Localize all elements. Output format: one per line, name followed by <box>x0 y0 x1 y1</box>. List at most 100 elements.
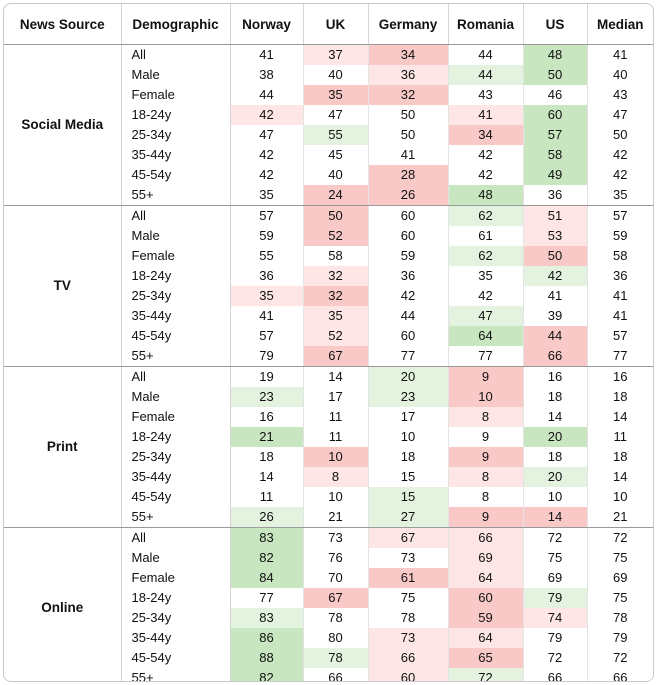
table-row: Online All 83 73 67 66 72 72 <box>4 527 653 681</box>
table-row: 45-54y 88 78 66 65 72 72 <box>4 648 653 668</box>
cell-us: 42 <box>523 266 588 286</box>
cell-germany: 60 <box>368 226 449 246</box>
cell-median: 47 <box>587 105 653 125</box>
cell-uk: 55 <box>303 125 369 145</box>
cell-germany: 20 <box>368 366 449 387</box>
cell-us: 60 <box>523 105 588 125</box>
cell-romania: 47 <box>448 306 524 326</box>
table-row: 35-44y 42 45 41 42 58 42 <box>4 145 653 165</box>
cell-uk: 67 <box>303 346 369 367</box>
cell-norway: 82 <box>230 668 304 681</box>
cell-romania: 62 <box>448 205 524 226</box>
demographic-label: Male <box>121 226 231 246</box>
demographic-label: 25-34y <box>121 125 231 145</box>
cell-norway: 21 <box>230 427 304 447</box>
demographic-label: 35-44y <box>121 628 231 648</box>
cell-us: 50 <box>523 65 588 85</box>
cell-median: 77 <box>587 346 653 367</box>
cell-germany: 26 <box>368 185 449 206</box>
demographic-label: 25-34y <box>121 286 231 306</box>
header-uk: UK <box>303 4 369 45</box>
cell-norway: 77 <box>230 588 304 608</box>
cell-germany: 36 <box>368 266 449 286</box>
cell-romania: 10 <box>448 387 524 407</box>
cell-us: 66 <box>523 668 588 681</box>
demographic-label: Female <box>121 568 231 588</box>
cell-germany: 75 <box>368 588 449 608</box>
demographic-label: All <box>121 527 231 548</box>
cell-romania: 44 <box>448 44 524 65</box>
cell-norway: 59 <box>230 226 304 246</box>
cell-uk: 40 <box>303 165 369 185</box>
cell-norway: 36 <box>230 266 304 286</box>
cell-median: 16 <box>587 366 653 387</box>
cell-romania: 69 <box>448 548 524 568</box>
cell-romania: 64 <box>448 628 524 648</box>
cell-romania: 44 <box>448 65 524 85</box>
cell-norway: 57 <box>230 326 304 346</box>
cell-median: 18 <box>587 387 653 407</box>
cell-us: 49 <box>523 165 588 185</box>
cell-romania: 34 <box>448 125 524 145</box>
table-row: 45-54y 11 10 15 8 10 10 <box>4 487 653 507</box>
cell-median: 41 <box>587 44 653 65</box>
demographic-label: 25-34y <box>121 608 231 628</box>
cell-uk: 8 <box>303 467 369 487</box>
cell-norway: 47 <box>230 125 304 145</box>
cell-median: 11 <box>587 427 653 447</box>
cell-norway: 57 <box>230 205 304 226</box>
table-row: 55+ 79 67 77 77 66 77 <box>4 346 653 367</box>
cell-us: 39 <box>523 306 588 326</box>
cell-germany: 60 <box>368 668 449 681</box>
demographic-label: Female <box>121 407 231 427</box>
cell-germany: 42 <box>368 286 449 306</box>
cell-norway: 83 <box>230 608 304 628</box>
cell-romania: 62 <box>448 246 524 266</box>
cell-romania: 41 <box>448 105 524 125</box>
cell-germany: 15 <box>368 487 449 507</box>
table-row: 25-34y 35 32 42 42 41 41 <box>4 286 653 306</box>
table-row: TV All 57 50 60 62 51 57 <box>4 205 653 367</box>
cell-us: 16 <box>523 366 588 387</box>
cell-romania: 8 <box>448 467 524 487</box>
cell-germany: 18 <box>368 447 449 467</box>
header-us: US <box>523 4 588 45</box>
cell-germany: 36 <box>368 65 449 85</box>
cell-uk: 45 <box>303 145 369 165</box>
cell-romania: 48 <box>448 185 524 206</box>
cell-us: 51 <box>523 205 588 226</box>
cell-romania: 59 <box>448 608 524 628</box>
news-source-label: Print <box>4 366 122 528</box>
demographic-label: 25-34y <box>121 447 231 467</box>
header-romania: Romania <box>448 4 524 45</box>
cell-germany: 50 <box>368 105 449 125</box>
cell-romania: 8 <box>448 487 524 507</box>
demographic-label: 45-54y <box>121 326 231 346</box>
cell-median: 42 <box>587 145 653 165</box>
cell-uk: 73 <box>303 527 369 548</box>
cell-median: 14 <box>587 467 653 487</box>
header-row: News Source Demographic Norway UK German… <box>4 4 653 45</box>
cell-norway: 44 <box>230 85 304 105</box>
cell-median: 14 <box>587 407 653 427</box>
table-row: Print All 19 14 20 9 16 16 <box>4 366 653 528</box>
cell-uk: 32 <box>303 266 369 286</box>
header-demographic: Demographic <box>121 4 231 45</box>
cell-norway: 18 <box>230 447 304 467</box>
cell-uk: 78 <box>303 648 369 668</box>
demographic-label: 35-44y <box>121 306 231 326</box>
cell-us: 57 <box>523 125 588 145</box>
cell-median: 75 <box>587 588 653 608</box>
demographic-label: 35-44y <box>121 467 231 487</box>
cell-uk: 52 <box>303 226 369 246</box>
table-row: Male 38 40 36 44 50 40 <box>4 65 653 85</box>
cell-norway: 86 <box>230 628 304 648</box>
cell-median: 72 <box>587 527 653 548</box>
cell-median: 18 <box>587 447 653 467</box>
cell-uk: 37 <box>303 44 369 65</box>
cell-uk: 32 <box>303 286 369 306</box>
cell-norway: 55 <box>230 246 304 266</box>
cell-norway: 16 <box>230 407 304 427</box>
cell-us: 14 <box>523 407 588 427</box>
cell-us: 18 <box>523 387 588 407</box>
